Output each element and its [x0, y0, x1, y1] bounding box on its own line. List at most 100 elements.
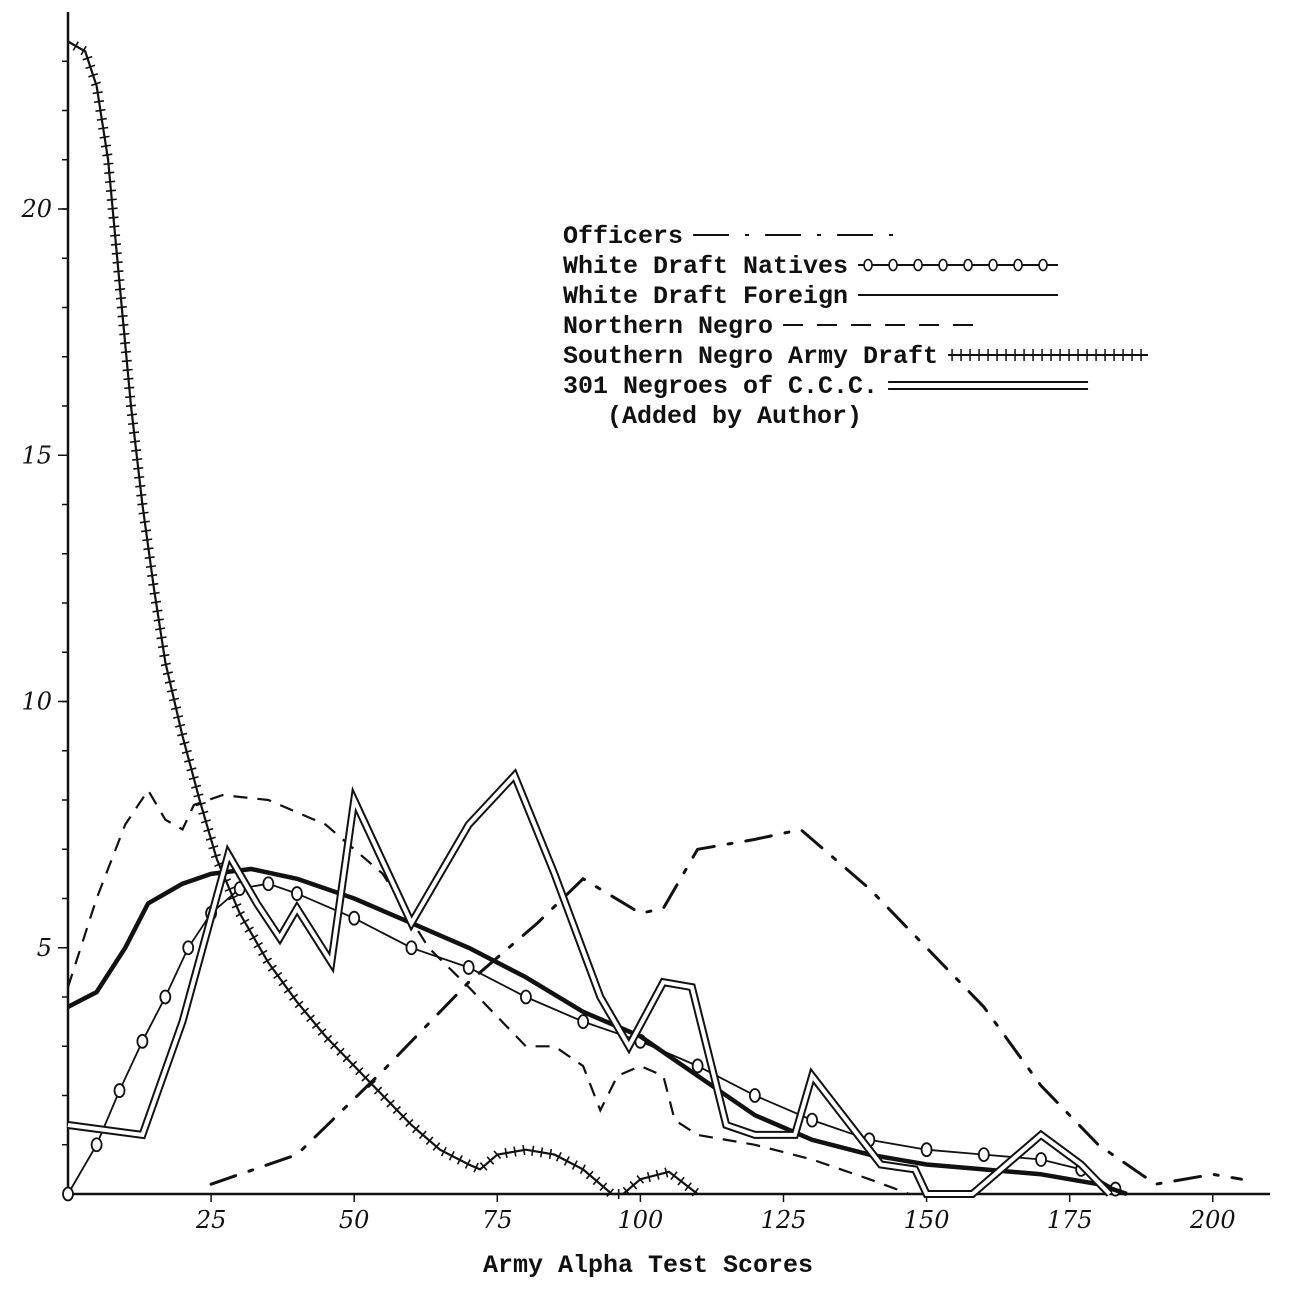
hatch-mark [140, 529, 152, 533]
hatch-mark [392, 1105, 401, 1115]
hatch-mark [670, 1171, 678, 1181]
hatch-mark [134, 475, 145, 479]
hatch-mark [175, 723, 186, 728]
series-line-outer [67, 768, 1113, 1198]
hatch-mark [82, 55, 93, 61]
hatch-mark [386, 1099, 395, 1108]
hatch-mark [115, 288, 126, 291]
hatch-mark [289, 993, 299, 1001]
hatch-mark [563, 1156, 570, 1166]
hatch-mark [124, 386, 135, 390]
hatch-mark [80, 45, 87, 56]
hatch-mark [205, 836, 216, 841]
data-point [806, 1112, 818, 1128]
hatch-mark [147, 574, 158, 577]
hatch-mark [195, 801, 206, 807]
data-point [405, 940, 418, 956]
hatch-mark [210, 853, 221, 859]
hatch-mark [128, 431, 140, 435]
hatch-mark [135, 484, 146, 488]
x-tick-label: 50 [339, 1206, 370, 1234]
legend-marker [1038, 258, 1048, 272]
hatch-mark [93, 100, 105, 104]
hatch-mark [684, 1182, 692, 1192]
hatch-mark [139, 520, 150, 524]
x-axis-label: Army Alpha Test Scores [483, 1251, 813, 1280]
hatch-mark [138, 511, 149, 515]
hatch-mark [522, 1144, 526, 1156]
hatch-mark [361, 1073, 370, 1082]
hatch-mark [398, 1112, 408, 1121]
series-northern-negro [66, 788, 910, 1196]
data-point [90, 1137, 103, 1153]
series-line-inner [67, 771, 1112, 1196]
legend-label: Southern Negro Army Draft [563, 342, 938, 371]
hatch-mark [531, 1145, 535, 1156]
legend-marker [1013, 258, 1023, 272]
hatch-mark [479, 1162, 488, 1171]
hatch-mark [311, 1021, 321, 1029]
hatch-mark [92, 91, 103, 95]
y-tick-label: 5 [37, 934, 52, 962]
hatch-mark [412, 1124, 420, 1134]
hatch-mark [137, 502, 148, 506]
series-southern-negro-army-draft [67, 40, 699, 1199]
hatch-mark [179, 741, 190, 746]
data-point [1035, 1152, 1047, 1167]
data-point [136, 1033, 149, 1049]
hatch-mark [145, 565, 156, 569]
series-officers [209, 827, 1243, 1186]
hatch-mark [119, 332, 130, 336]
axes [66, 12, 1270, 1196]
hatch-mark [133, 467, 144, 470]
hatch-mark [323, 1034, 333, 1043]
series-line [66, 866, 1128, 1197]
legend-label: Northern Negro [563, 312, 773, 341]
hatch-mark [198, 810, 209, 815]
hatch-mark [96, 117, 107, 121]
data-point [159, 989, 172, 1005]
legend-label: 301 Negroes of C.C.C. [563, 372, 878, 401]
hatch-mark [85, 64, 96, 70]
hatch-mark [160, 662, 171, 667]
legend-marker [938, 258, 948, 272]
hatch-mark [130, 440, 141, 443]
hatch-mark [367, 1080, 376, 1089]
hatch-mark [555, 1152, 562, 1162]
hatch-mark [629, 1180, 638, 1190]
hatch-mark [208, 845, 219, 850]
series-line [209, 827, 1243, 1186]
hatch-mark [136, 493, 147, 497]
hatch-mark [170, 706, 182, 711]
x-tick-label: 175 [1047, 1206, 1093, 1234]
hatch-mark [153, 618, 164, 622]
hatch-mark [585, 1170, 594, 1180]
hatch-mark [655, 1169, 660, 1180]
hatch-mark [677, 1176, 685, 1186]
hatch-mark [191, 784, 202, 789]
hatch-mark [150, 600, 162, 604]
hatch-mark [155, 627, 166, 631]
hatch-mark [355, 1067, 364, 1076]
hatch-mark [152, 609, 163, 613]
hatch-mark [664, 1167, 669, 1178]
hatch-mark [72, 41, 79, 51]
hatch-mark [342, 1054, 351, 1063]
hatch-mark [300, 1007, 310, 1016]
hatch-mark [228, 894, 238, 901]
hatch-mark [691, 1187, 699, 1197]
hatch-mark [131, 449, 142, 452]
hatch-mark [405, 1118, 414, 1127]
series-white-draft-foreign [66, 866, 1128, 1197]
x-tick-label: 200 [1189, 1206, 1236, 1234]
hatch-mark [102, 153, 113, 157]
legend-item-officers: Officers [563, 222, 894, 251]
hatch-mark [126, 413, 138, 417]
hatch-mark [239, 918, 250, 926]
hatch-mark [440, 1146, 447, 1157]
y-tick-label: 10 [21, 688, 52, 716]
data-point [113, 1083, 126, 1098]
data-point [691, 1058, 704, 1074]
hatch-mark [464, 1159, 471, 1169]
